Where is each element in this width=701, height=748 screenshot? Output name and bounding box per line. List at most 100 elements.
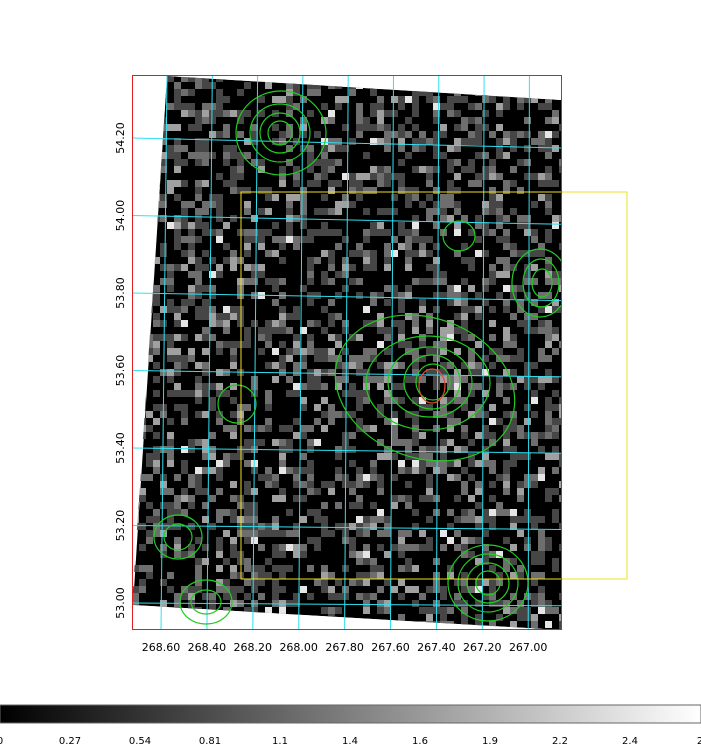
pixel xyxy=(181,103,188,110)
pixel xyxy=(412,327,419,334)
pixel xyxy=(363,558,370,565)
colorbar-label: 0 xyxy=(0,736,3,747)
pixel xyxy=(524,96,531,103)
pixel xyxy=(398,187,405,194)
pixel xyxy=(279,320,286,327)
pixel xyxy=(419,530,426,537)
pixel xyxy=(475,614,482,621)
pixel xyxy=(321,208,328,215)
pixel xyxy=(482,152,489,159)
pixel xyxy=(419,131,426,138)
pixel xyxy=(146,278,153,285)
pixel xyxy=(524,229,531,236)
pixel xyxy=(272,439,279,446)
pixel xyxy=(342,145,349,152)
pixel xyxy=(321,481,328,488)
pixel xyxy=(405,565,412,572)
pixel xyxy=(461,607,468,614)
pixel xyxy=(461,299,468,306)
pixel xyxy=(293,82,300,89)
pixel xyxy=(230,110,237,117)
pixel xyxy=(293,89,300,96)
pixel xyxy=(181,215,188,222)
pixel xyxy=(426,586,433,593)
pixel xyxy=(328,488,335,495)
pixel xyxy=(363,390,370,397)
pixel xyxy=(475,362,482,369)
pixel xyxy=(286,222,293,229)
pixel xyxy=(419,334,426,341)
pixel xyxy=(216,516,223,523)
pixel xyxy=(167,572,174,579)
pixel xyxy=(412,586,419,593)
pixel xyxy=(195,376,202,383)
pixel xyxy=(139,117,146,124)
pixel xyxy=(265,474,272,481)
pixel xyxy=(349,201,356,208)
pixel xyxy=(496,138,503,145)
pixel xyxy=(461,96,468,103)
pixel xyxy=(391,411,398,418)
pixel xyxy=(454,516,461,523)
pixel xyxy=(132,173,139,180)
pixel xyxy=(391,236,398,243)
pixel xyxy=(272,362,279,369)
pixel xyxy=(412,215,419,222)
pixel xyxy=(496,600,503,607)
pixel xyxy=(398,222,405,229)
pixel xyxy=(384,285,391,292)
pixel xyxy=(335,82,342,89)
pixel xyxy=(132,243,139,250)
pixel xyxy=(188,446,195,453)
pixel xyxy=(447,180,454,187)
pixel xyxy=(433,208,440,215)
pixel xyxy=(202,369,209,376)
pixel xyxy=(272,530,279,537)
pixel xyxy=(314,82,321,89)
pixel xyxy=(244,138,251,145)
pixel xyxy=(489,320,496,327)
pixel xyxy=(223,509,230,516)
pixel xyxy=(279,313,286,320)
pixel xyxy=(384,579,391,586)
pixel xyxy=(307,621,314,628)
pixel xyxy=(139,320,146,327)
pixel xyxy=(482,201,489,208)
pixel xyxy=(342,586,349,593)
pixel xyxy=(412,145,419,152)
pixel xyxy=(461,614,468,621)
pixel xyxy=(146,537,153,544)
pixel xyxy=(398,530,405,537)
pixel xyxy=(286,509,293,516)
pixel xyxy=(468,264,475,271)
pixel xyxy=(447,383,454,390)
pixel xyxy=(405,131,412,138)
pixel xyxy=(538,600,545,607)
pixel xyxy=(258,264,265,271)
pixel xyxy=(328,320,335,327)
pixel xyxy=(433,383,440,390)
pixel xyxy=(195,481,202,488)
pixel xyxy=(272,593,279,600)
pixel xyxy=(314,131,321,138)
pixel xyxy=(419,138,426,145)
pixel xyxy=(419,76,426,82)
pixel xyxy=(335,383,342,390)
pixel xyxy=(370,355,377,362)
pixel xyxy=(251,159,258,166)
pixel xyxy=(538,383,545,390)
pixel xyxy=(153,285,160,292)
pixel xyxy=(279,439,286,446)
contour-hot xyxy=(418,368,446,404)
pixel xyxy=(384,180,391,187)
pixel xyxy=(251,607,258,614)
pixel xyxy=(209,495,216,502)
pixel xyxy=(468,474,475,481)
pixel xyxy=(538,355,545,362)
pixel xyxy=(167,432,174,439)
pixel xyxy=(545,229,552,236)
pixel xyxy=(139,418,146,425)
pixel xyxy=(223,124,230,131)
pixel xyxy=(279,236,286,243)
pixel xyxy=(433,306,440,313)
